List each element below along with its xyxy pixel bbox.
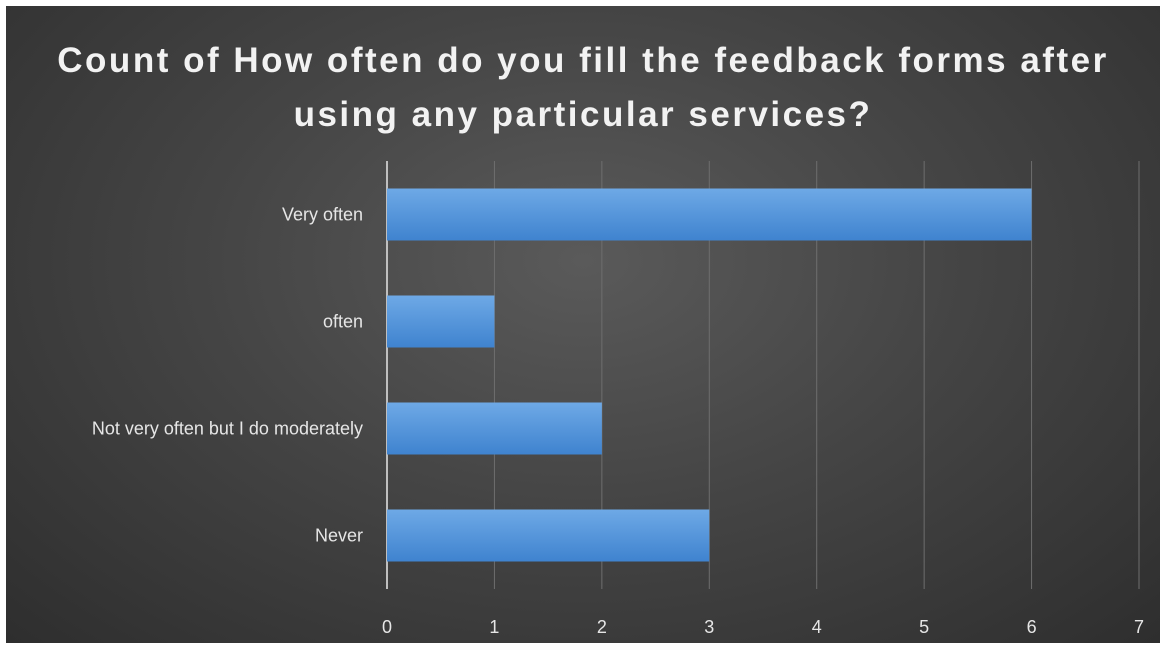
x-tick-label: 7 bbox=[1134, 617, 1144, 637]
category-label: Not very often but I do moderately bbox=[92, 419, 363, 439]
chart-title: Count of How often do you fill the feedb… bbox=[57, 41, 1109, 134]
category-label: often bbox=[323, 312, 363, 332]
x-tick-label: 1 bbox=[489, 617, 499, 637]
x-tick-label: 3 bbox=[704, 617, 714, 637]
category-label: Very often bbox=[282, 205, 363, 225]
bar-never bbox=[387, 509, 710, 562]
x-tick-label: 0 bbox=[382, 617, 392, 637]
bar-very-often bbox=[387, 188, 1032, 241]
plot-area: Very often often Not very often but I do m… bbox=[92, 161, 1144, 637]
x-tick-label: 6 bbox=[1027, 617, 1037, 637]
category-label: Never bbox=[315, 526, 363, 546]
bar-often bbox=[387, 295, 495, 348]
x-tick-label: 4 bbox=[812, 617, 822, 637]
chart-area: Count of How often do you fill the feedb… bbox=[6, 6, 1160, 643]
x-tick-label: 2 bbox=[597, 617, 607, 637]
x-tick-label: 5 bbox=[919, 617, 929, 637]
bar-not-very-often-but-i-do-moderately bbox=[387, 402, 602, 455]
